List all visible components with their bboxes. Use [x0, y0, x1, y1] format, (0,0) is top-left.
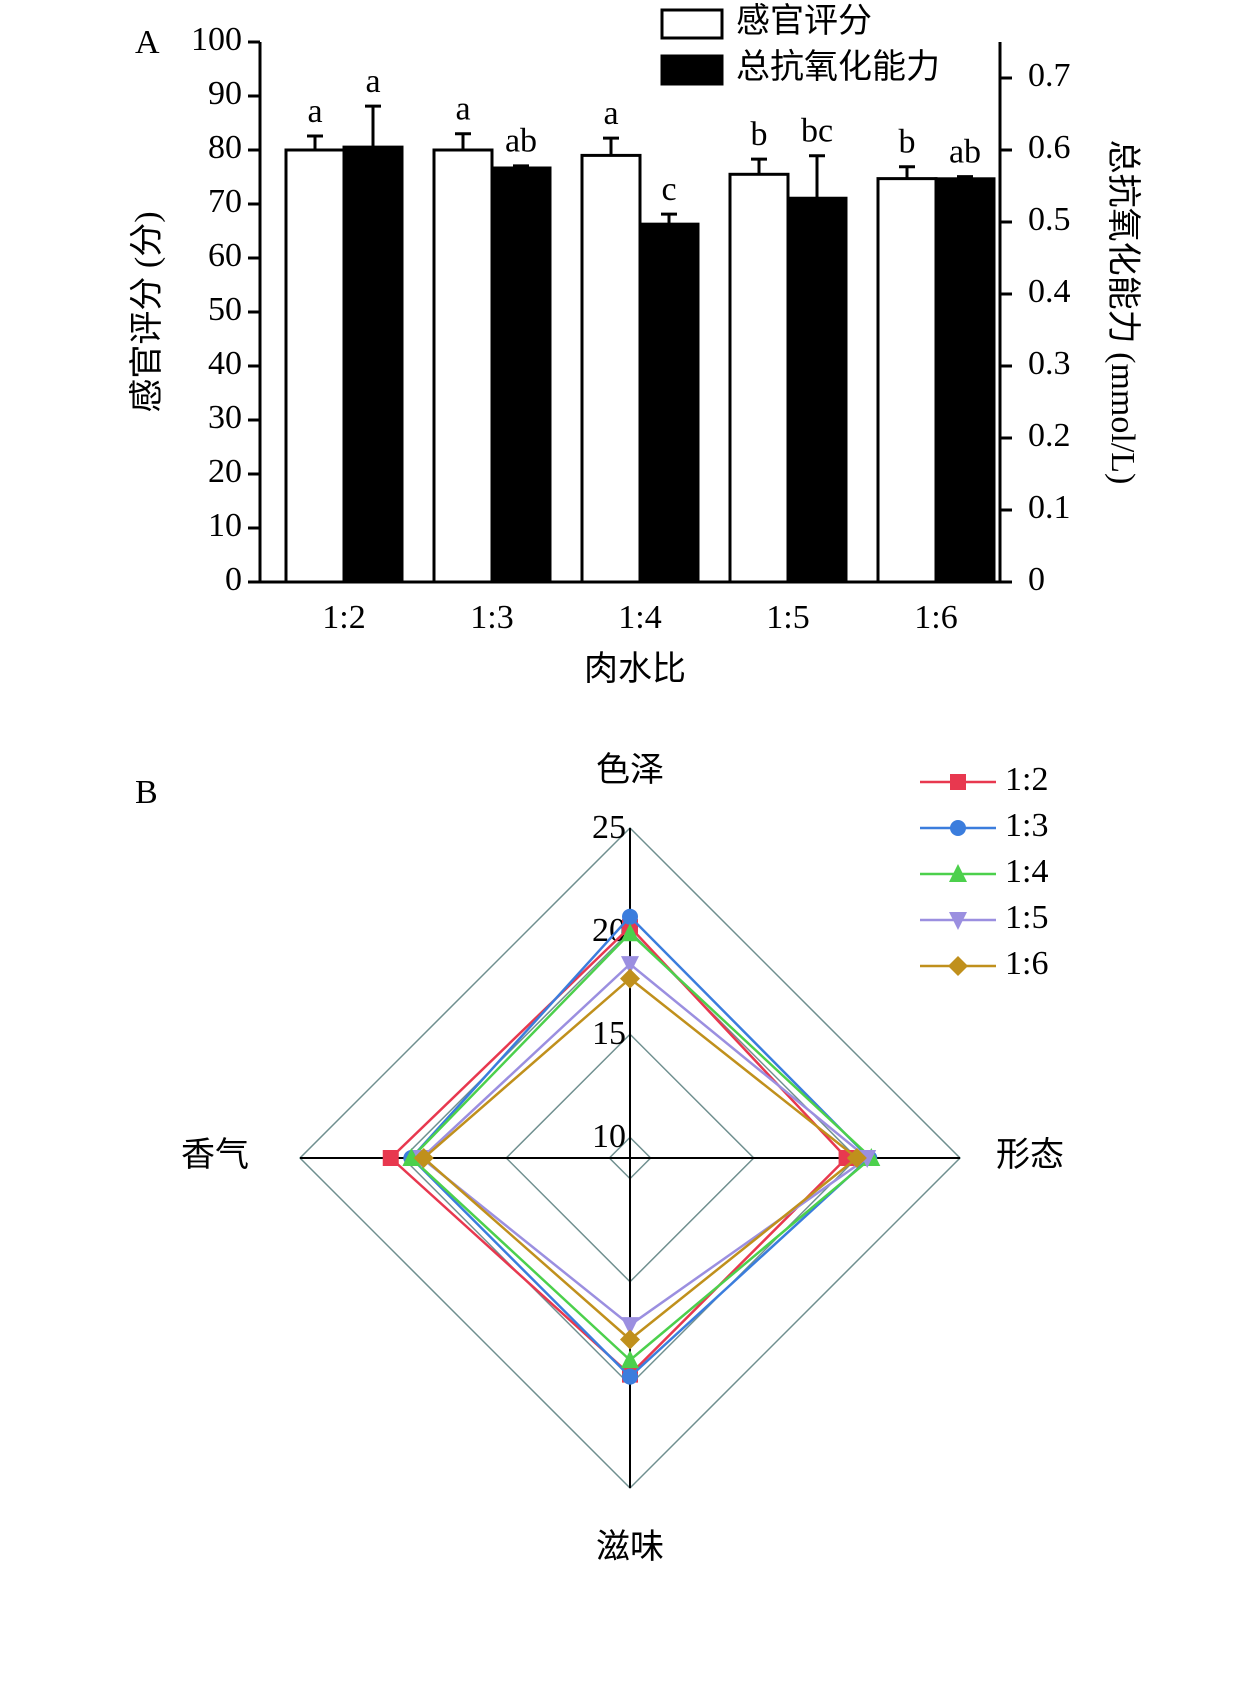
marker [620, 1329, 640, 1350]
axes [258, 42, 1002, 584]
bar [876, 177, 938, 584]
legend-swatch [660, 8, 724, 40]
y-tick-label: 20 [208, 453, 242, 490]
x-tick-label: 1:2 [322, 599, 365, 636]
error-bar [661, 212, 677, 225]
marker [950, 820, 966, 836]
bar [638, 222, 700, 584]
axis-label: 滋味 [596, 1528, 664, 1566]
marker [620, 968, 640, 989]
y2-tick-label: 0.5 [1028, 201, 1071, 238]
y2-tick-label: 0.2 [1028, 417, 1071, 454]
y-tick-label: 90 [208, 75, 242, 112]
error-bar [899, 165, 915, 179]
marker [413, 1148, 434, 1168]
bar [284, 148, 346, 584]
panel-label: A [135, 24, 160, 61]
y-tick-label: 80 [208, 129, 242, 166]
significance-letter: bc [801, 113, 833, 150]
error-bar [365, 104, 381, 148]
bar [490, 166, 552, 584]
y2-axis-title: 总抗氧化能力 (mmol/L) [1104, 140, 1142, 485]
marker [382, 1150, 399, 1166]
marker [846, 1148, 867, 1168]
y-tick-label: 10 [208, 507, 242, 544]
marker [948, 956, 968, 976]
legend-label: 1:6 [1005, 945, 1048, 982]
panel-label: B [135, 774, 158, 811]
x-tick-label: 1:5 [766, 599, 809, 636]
bar [934, 177, 996, 584]
marker [949, 864, 967, 882]
marker [402, 1148, 421, 1166]
y-axis-title: 感官评分 (分) [128, 211, 166, 412]
bar [728, 172, 790, 584]
legend-label: 1:4 [1005, 853, 1048, 890]
y2-tick-label: 0.1 [1028, 489, 1071, 526]
bar [342, 145, 404, 584]
y-tick-label: 30 [208, 399, 242, 436]
bar [432, 148, 494, 584]
error-bar [751, 157, 767, 175]
significance-letter: c [661, 171, 676, 208]
y2-tick-label: 0 [1028, 561, 1045, 598]
marker [621, 1350, 639, 1369]
marker [621, 1317, 639, 1336]
x-tick-label: 1:3 [470, 599, 513, 636]
marker [950, 774, 966, 790]
significance-letter: a [365, 63, 380, 100]
marker [621, 923, 639, 942]
axis-label: 香气 [181, 1136, 249, 1174]
error-bar [513, 164, 529, 168]
significance-letter: b [751, 116, 768, 153]
error-bar [603, 136, 619, 156]
legend-label: 总抗氧化能力 [736, 48, 940, 86]
error-bar [809, 154, 825, 199]
y-tick-label: 100 [191, 21, 242, 58]
significance-letter: a [455, 91, 470, 128]
legend-swatch [660, 54, 724, 86]
marker [621, 956, 639, 975]
marker [949, 912, 967, 930]
y-tick-label: 60 [208, 237, 242, 274]
axis-label: 形态 [996, 1136, 1064, 1174]
series-line [421, 976, 859, 1342]
r-tick-label: 25 [592, 809, 626, 846]
legend-label: 1:3 [1005, 807, 1048, 844]
significance-letter: a [307, 93, 322, 130]
bar [786, 196, 848, 584]
bar [580, 153, 642, 584]
y-tick-label: 0 [225, 561, 242, 598]
significance-letter: ab [949, 133, 981, 170]
y2-tick-label: 0.6 [1028, 129, 1071, 166]
series-line [419, 962, 870, 1327]
error-bar [455, 132, 471, 150]
y-tick-label: 50 [208, 291, 242, 328]
y2-tick-label: 0.4 [1028, 273, 1071, 310]
legend-label: 感官评分 [736, 2, 872, 40]
x-tick-label: 1:6 [914, 599, 957, 636]
y-tick-label: 40 [208, 345, 242, 382]
marker [622, 1368, 638, 1385]
significance-letter: a [603, 95, 618, 132]
error-bar [957, 175, 973, 179]
legend-label: 1:2 [1005, 761, 1048, 798]
legend-label: 1:5 [1005, 899, 1048, 936]
significance-letter: b [899, 124, 916, 161]
y2-tick-label: 0.3 [1028, 345, 1071, 382]
axis-label: 色泽 [596, 751, 664, 789]
y-tick-label: 70 [208, 183, 242, 220]
x-axis-title: 肉水比 [584, 651, 686, 688]
error-bar [307, 134, 323, 150]
significance-letter: ab [505, 123, 537, 160]
marker [622, 908, 638, 925]
x-tick-label: 1:4 [618, 599, 661, 636]
series-line [409, 931, 874, 1362]
r-tick-label: 10 [592, 1118, 626, 1155]
r-tick-label: 15 [592, 1015, 626, 1052]
y2-tick-label: 0.7 [1028, 57, 1071, 94]
